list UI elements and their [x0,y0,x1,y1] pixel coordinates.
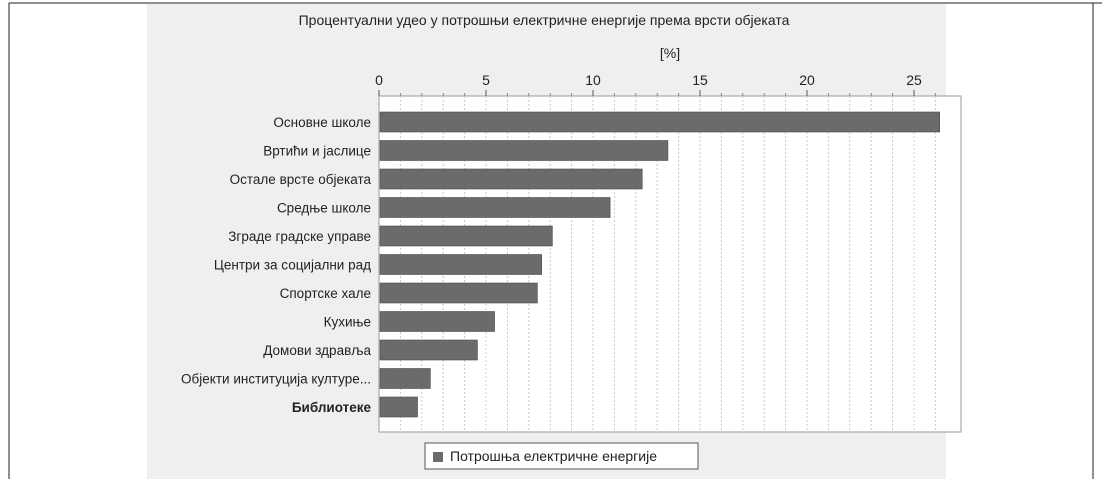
category-label: Кухиње [324,315,371,330]
x-tick-label: 25 [906,72,922,88]
category-label: Домови здравља [263,343,371,358]
category-label: Објекти институција културе... [181,372,371,387]
legend-swatch [433,452,443,462]
bar [379,254,542,275]
legend [424,442,699,470]
tick-layer: 0 5 10 15 20 25 [375,72,936,96]
category-label: Спортске хале [280,286,371,301]
bar-layer [379,111,940,418]
category-layer: Основне школе Вртићи и јаслице Остале врст… [181,115,371,415]
bar [379,368,431,389]
legend-label: Потрошња електричне енергије [450,448,657,464]
x-tick-label: 0 [375,72,383,88]
bar [379,282,538,304]
bar [379,339,478,361]
x-tick-label: 10 [585,72,601,88]
category-label: Вртићи и јаслице [263,144,371,159]
x-tick-label: 15 [692,72,708,88]
category-label: Основне школе [273,115,371,130]
chart-title: Процентуални удео у потрошњи електричне … [299,12,790,28]
category-label: Остале врсте објеката [230,172,372,187]
x-axis-label: [%] [660,45,680,61]
bar [379,311,495,332]
bar [379,197,611,218]
category-label: Зграде градске управе [228,229,371,244]
bar [379,111,940,133]
x-tick-label: 5 [482,72,490,88]
bar [379,168,643,190]
bar [379,140,669,161]
category-label: Средње школе [277,201,371,216]
bar [379,396,418,418]
category-label: Библиотеке [292,400,372,415]
x-tick-label: 20 [799,72,815,88]
bar [379,225,553,247]
category-label: Центри за социјални рад [214,258,371,273]
